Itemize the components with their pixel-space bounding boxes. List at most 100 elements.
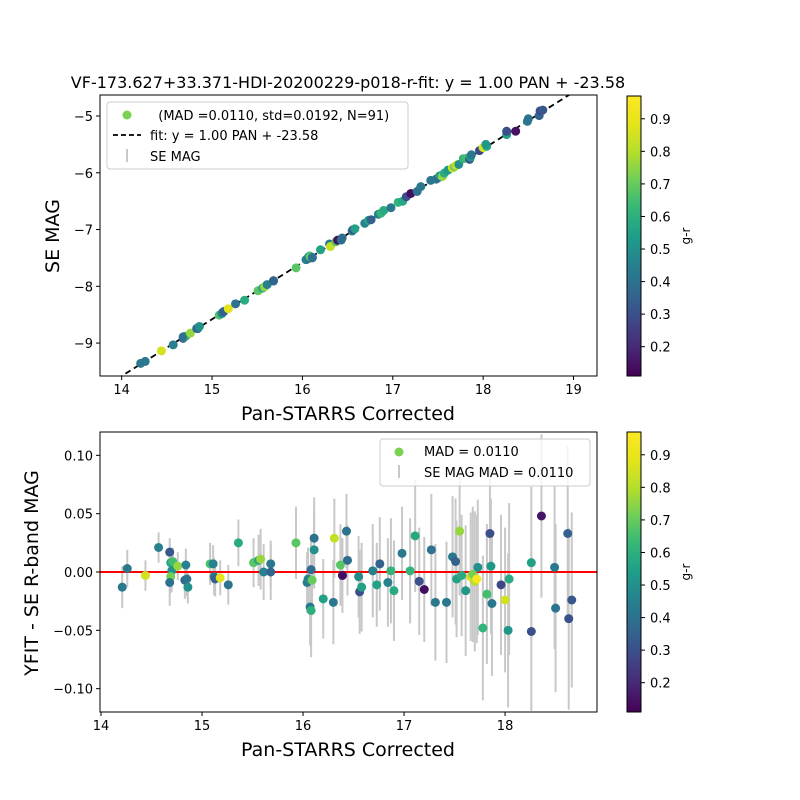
bottom-data-point [455, 526, 465, 536]
bottom-x-axis-label: Pan-STARRS Corrected [241, 739, 455, 761]
top-data-point [502, 126, 512, 136]
bottom-data-point [291, 538, 301, 548]
bottom-data-point [451, 557, 461, 566]
bottom-data-point [335, 560, 345, 570]
top-x-tick-label: 14 [113, 383, 130, 398]
bottom-colorbar-tick-label: 0.9 [650, 449, 671, 464]
top-chart-title: VF-173.627+33.371-HDI-20200229-p018-r-fi… [71, 73, 625, 92]
bottom-colorbar-tick-label: 0.4 [650, 612, 671, 627]
bottom-colorbar-tick-label: 0.8 [650, 481, 671, 496]
bottom-y-tick-label: 0.10 [64, 449, 93, 464]
bottom-data-point [441, 597, 451, 607]
bottom-data-point [564, 614, 574, 624]
bottom-y-axis-label: YFIT - SE R-band MAG [21, 470, 43, 677]
bottom-data-point [182, 574, 192, 584]
bottom-data-point [567, 595, 577, 605]
top-x-tick-label: 17 [385, 383, 402, 398]
bottom-data-point [306, 565, 316, 575]
top-data-point [178, 332, 188, 342]
bottom-data-point [181, 560, 191, 570]
bottom-y-tick-label: 0.00 [64, 566, 93, 581]
bottom-data-point [536, 511, 546, 521]
top-y-tick-label: −7 [74, 224, 93, 239]
bottom-data-point [482, 589, 492, 599]
bottom-x-tick-label: 16 [295, 719, 312, 734]
top-data-point [337, 233, 347, 243]
bottom-data-point [551, 603, 561, 613]
bottom-data-point [500, 595, 510, 605]
bottom-colorbar-ticks: 0.2 0.3 0.4 0.5 0.6 0.7 0.8 0.9 [641, 449, 671, 692]
bottom-data-point [397, 548, 407, 558]
bottom-x-tick-label: 15 [194, 719, 211, 734]
bottom-x-tick-label: 17 [396, 719, 413, 734]
top-colorbar: 0.2 0.3 0.4 0.5 0.6 0.7 0.8 0.9 g-r [626, 95, 693, 377]
bottom-data-point [563, 529, 573, 538]
top-data-point [523, 114, 533, 124]
top-legend: (MAD =0.0110, std=0.0192, N=91) fit: y =… [106, 101, 409, 170]
top-colorbar-tick-label: 0.2 [650, 341, 671, 356]
top-data-point [185, 328, 195, 338]
top-y-ticks: −5 −6 −7 −8 −9 [74, 110, 100, 352]
bottom-data-point [154, 543, 164, 552]
bottom-colorbar-gradient [626, 431, 642, 713]
bottom-data-point [504, 574, 514, 584]
top-data-point [386, 203, 396, 213]
top-legend-box [106, 101, 409, 170]
bottom-data-point [419, 585, 429, 594]
top-legend-label-semag: SE MAG [150, 150, 201, 165]
bottom-data-point [383, 578, 393, 587]
bottom-data-point [256, 554, 266, 564]
bottom-data-point [309, 545, 319, 555]
bottom-y-tick-label: 0.05 [64, 508, 93, 523]
top-x-tick-label: 15 [204, 383, 221, 398]
bottom-colorbar-tick-label: 0.3 [650, 644, 671, 659]
bottom-data-point [526, 627, 536, 636]
bottom-data-point [368, 566, 378, 576]
top-y-tick-label: −6 [74, 167, 93, 182]
top-colorbar-tick-label: 0.8 [650, 145, 671, 160]
bottom-data-point [414, 576, 424, 586]
bottom-data-point [329, 533, 339, 543]
top-colorbar-label: g-r [679, 227, 693, 244]
top-x-tick-label: 18 [475, 383, 492, 398]
bottom-data-point [503, 625, 513, 635]
bottom-data-point [405, 566, 415, 576]
bottom-data-point [309, 533, 319, 543]
bottom-data-point [140, 571, 150, 580]
top-data-point [511, 126, 521, 136]
top-y-axis-label: SE MAG [42, 199, 64, 273]
bottom-data-point [266, 559, 276, 569]
bottom-data-point [117, 582, 127, 592]
bottom-data-point [223, 580, 233, 590]
bottom-data-point [430, 597, 440, 607]
bottom-data-point [328, 597, 338, 607]
top-data-point [140, 356, 150, 366]
bottom-data-point [496, 580, 506, 590]
top-data-point [481, 139, 491, 149]
top-data-point [366, 215, 376, 225]
top-data-point [231, 299, 241, 309]
top-data-point [466, 150, 476, 160]
bottom-legend-label-semag: SE MAG MAD = 0.0110 [424, 466, 573, 481]
bottom-data-point [215, 573, 225, 583]
top-data-point [538, 105, 548, 115]
top-legend-label-fit: fit: y = 1.00 PAN + -23.58 [150, 129, 318, 144]
bottom-data-point [122, 564, 132, 573]
top-data-point [194, 321, 204, 331]
bottom-y-tick-label: −0.10 [53, 683, 93, 698]
top-x-tick-label: 16 [294, 383, 311, 398]
top-x-ticks: 14 15 16 17 18 19 [113, 376, 582, 398]
bottom-panel: 14 15 16 17 18 0.10 0.05 0.00 −0.05 −0.10 Pan-ST… [21, 431, 693, 761]
bottom-data-point [485, 529, 495, 538]
top-data-point [416, 182, 426, 192]
top-colorbar-tick-label: 0.4 [650, 276, 671, 291]
bottom-colorbar-tick-label: 0.5 [650, 579, 671, 594]
bottom-data-point [372, 580, 382, 590]
bottom-data-point [259, 567, 269, 577]
top-y-tick-label: −9 [74, 337, 93, 352]
bottom-colorbar: 0.2 0.3 0.4 0.5 0.6 0.7 0.8 0.9 g-r [626, 431, 693, 713]
bottom-data-point [550, 562, 560, 572]
top-colorbar-tick-label: 0.3 [650, 308, 671, 323]
bottom-data-point [487, 599, 497, 608]
